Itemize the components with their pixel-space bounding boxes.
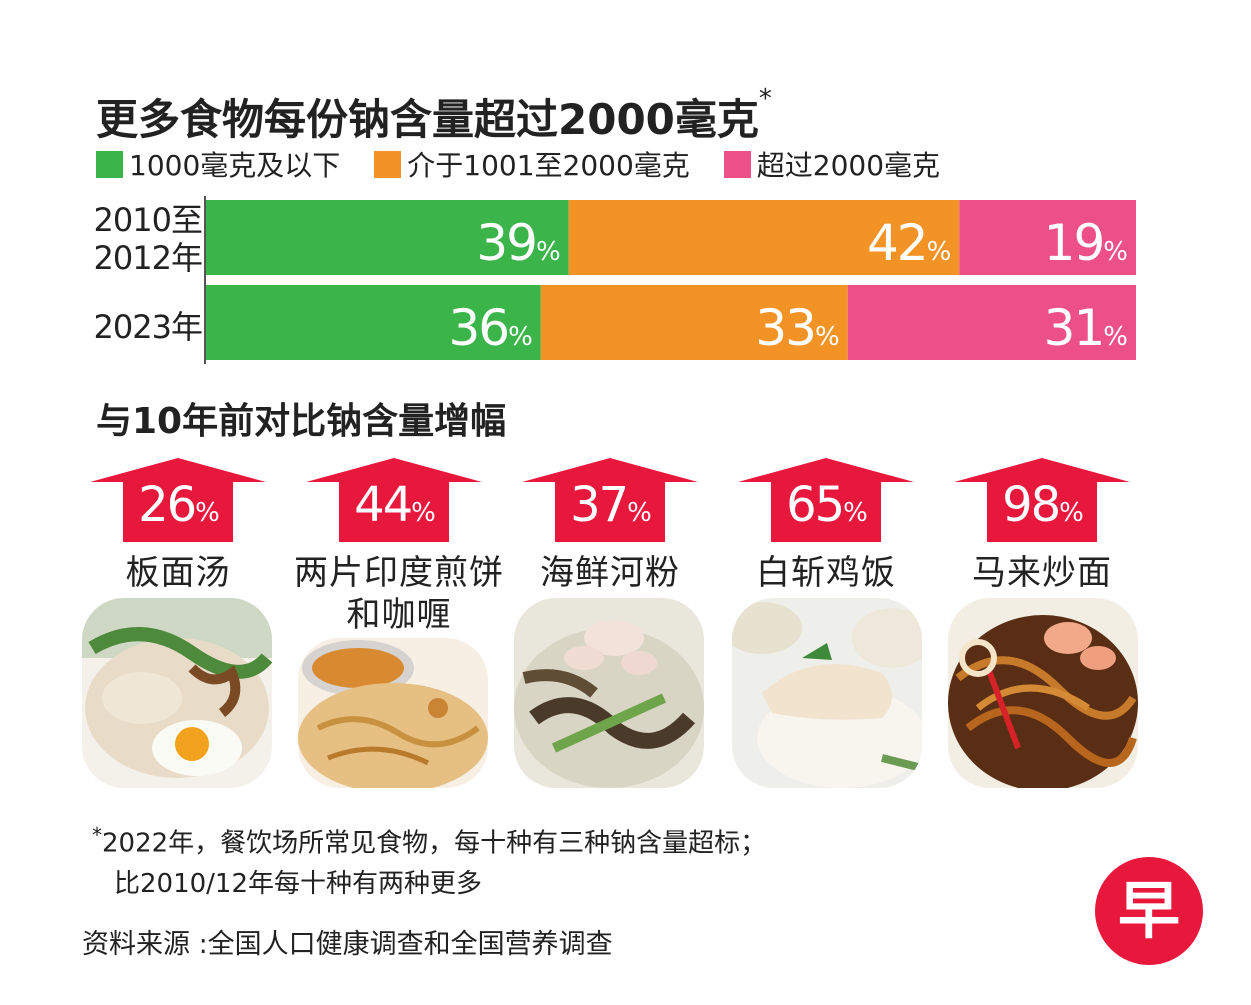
ban-mian-soup-photo <box>82 598 272 788</box>
axis-line <box>204 196 206 364</box>
legend-swatch-mid <box>374 150 402 178</box>
up-arrow-icon <box>522 458 698 542</box>
legend-swatch-high <box>723 150 751 178</box>
bar-value-label-0-0: 39% <box>476 214 560 272</box>
increase-percent: 98% <box>1002 477 1084 533</box>
increase-percent: 44% <box>354 477 436 533</box>
legend-item-high: 超过2000毫克 <box>723 144 941 184</box>
legend-label-mid: 介于1001至2000毫克 <box>407 149 690 182</box>
up-arrow-icon <box>90 458 266 542</box>
mee-goreng-photo <box>948 598 1138 788</box>
bar-segment-0-0 <box>206 200 569 275</box>
legend-label-high: 超过2000毫克 <box>756 149 941 182</box>
bar-value-label-1-2: 31% <box>1044 299 1128 357</box>
bar-value-label-0-1: 42% <box>867 214 951 272</box>
legend-label-low: 1000毫克及以下 <box>129 149 341 182</box>
increase-percent: 26% <box>138 477 220 533</box>
row-label-line1: 2010至 <box>93 201 203 239</box>
chicken-rice-photo <box>732 598 922 788</box>
bar-segment-0-2 <box>959 200 1136 275</box>
legend: 1000毫克及以下 介于1001至2000毫克 超过2000毫克 <box>96 144 940 184</box>
row-label-line1: 2023年 <box>93 308 203 346</box>
bar-value-label-1-1: 33% <box>755 299 839 357</box>
dish-name: 两片印度煎饼 和咖喱 <box>294 553 504 635</box>
increase-percent: 65% <box>786 477 868 533</box>
up-arrow-icon <box>954 458 1130 542</box>
bar-segment-0-1 <box>568 200 960 275</box>
footnote: *2022年，餐饮场所常见食物，每十种有三种钠含量超标； 比2010/12年每十… <box>92 815 766 904</box>
footnote-line2: 比2010/12年每十种有两种更多 <box>114 868 483 899</box>
bar-value-label-1-0: 36% <box>448 299 532 357</box>
legend-swatch-low <box>96 150 123 178</box>
zaobao-logo-icon: 早 <box>1095 857 1203 965</box>
logo-text: 早 <box>1118 874 1180 947</box>
increase-percent: 37% <box>570 477 652 533</box>
bar-segment-1-2 <box>847 285 1136 360</box>
source-note: 资料来源 :全国人口健康调查和全国营养调查 <box>82 929 613 960</box>
seafood-hor-fun-photo <box>514 598 704 788</box>
dish-name: 白斩鸡饭 <box>756 553 896 593</box>
chart-title: 更多食物每份钠含量超过2000毫克* <box>96 84 772 144</box>
row-label-2010-2012: 2010至 2012年 <box>84 201 203 277</box>
section-title-increase: 与10年前对比钠含量增幅 <box>96 401 507 442</box>
bar-segment-1-0 <box>206 285 541 360</box>
footnote-line1: *2022年，餐饮场所常见食物，每十种有三种钠含量超标； <box>92 823 767 859</box>
bar-value-label-0-2: 19% <box>1044 214 1128 272</box>
dish-name: 海鲜河粉 <box>540 553 680 593</box>
up-arrow-icon <box>306 458 482 542</box>
stacked-bar-chart: 39% 42% 19% 36% 33% 31% <box>206 200 1136 360</box>
row-label-2023: 2023年 <box>84 308 203 346</box>
dish-name: 板面汤 <box>125 553 231 593</box>
row-label-line2: 2012年 <box>93 239 203 277</box>
roti-prata-curry-photo <box>298 638 488 788</box>
legend-item-low: 1000毫克及以下 <box>96 144 340 184</box>
dish-name: 马来炒面 <box>972 553 1112 593</box>
up-arrow-icon <box>738 458 914 542</box>
legend-item-mid: 介于1001至2000毫克 <box>374 144 690 184</box>
bar-segment-1-1 <box>540 285 848 360</box>
